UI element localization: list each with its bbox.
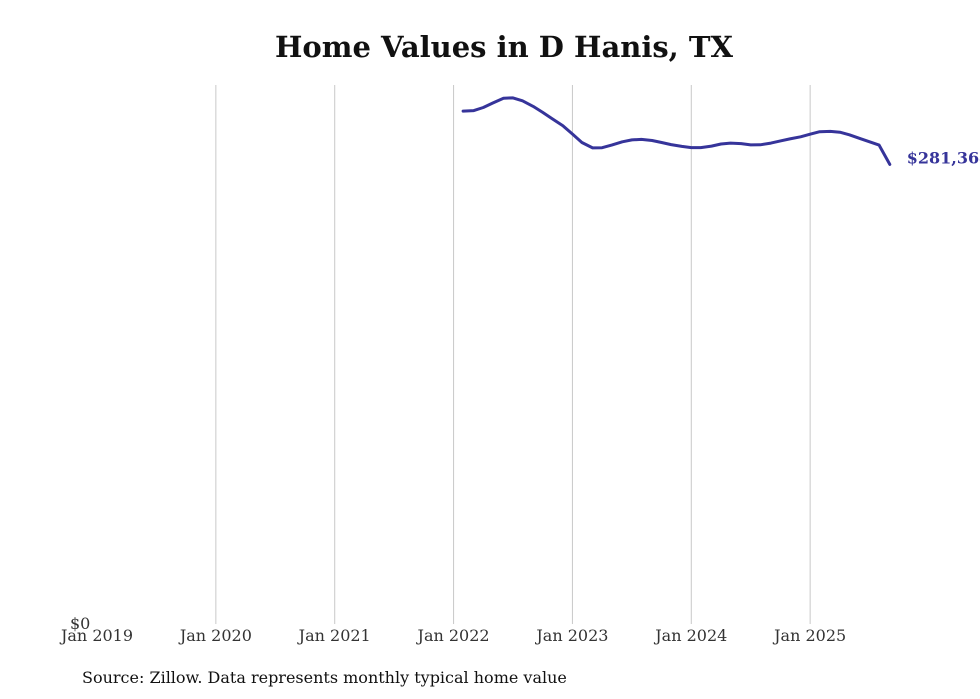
x-tick-label: Jan 2020 xyxy=(178,626,252,645)
x-tick-label: Jan 2019 xyxy=(59,626,133,645)
source-note: Source: Zillow. Data represents monthly … xyxy=(82,668,567,687)
x-tick-label: Jan 2024 xyxy=(653,626,727,645)
x-tick-label: Jan 2025 xyxy=(772,626,846,645)
chart-title: Home Values in D Hanis, TX xyxy=(275,30,733,64)
x-tick-label: Jan 2022 xyxy=(416,626,490,645)
end-value-label: $281,364 xyxy=(907,148,980,167)
x-tick-label: Jan 2021 xyxy=(297,626,371,645)
x-tick-label: Jan 2023 xyxy=(534,626,608,645)
y-tick-label: $0 xyxy=(70,614,90,633)
series-line xyxy=(461,96,892,166)
